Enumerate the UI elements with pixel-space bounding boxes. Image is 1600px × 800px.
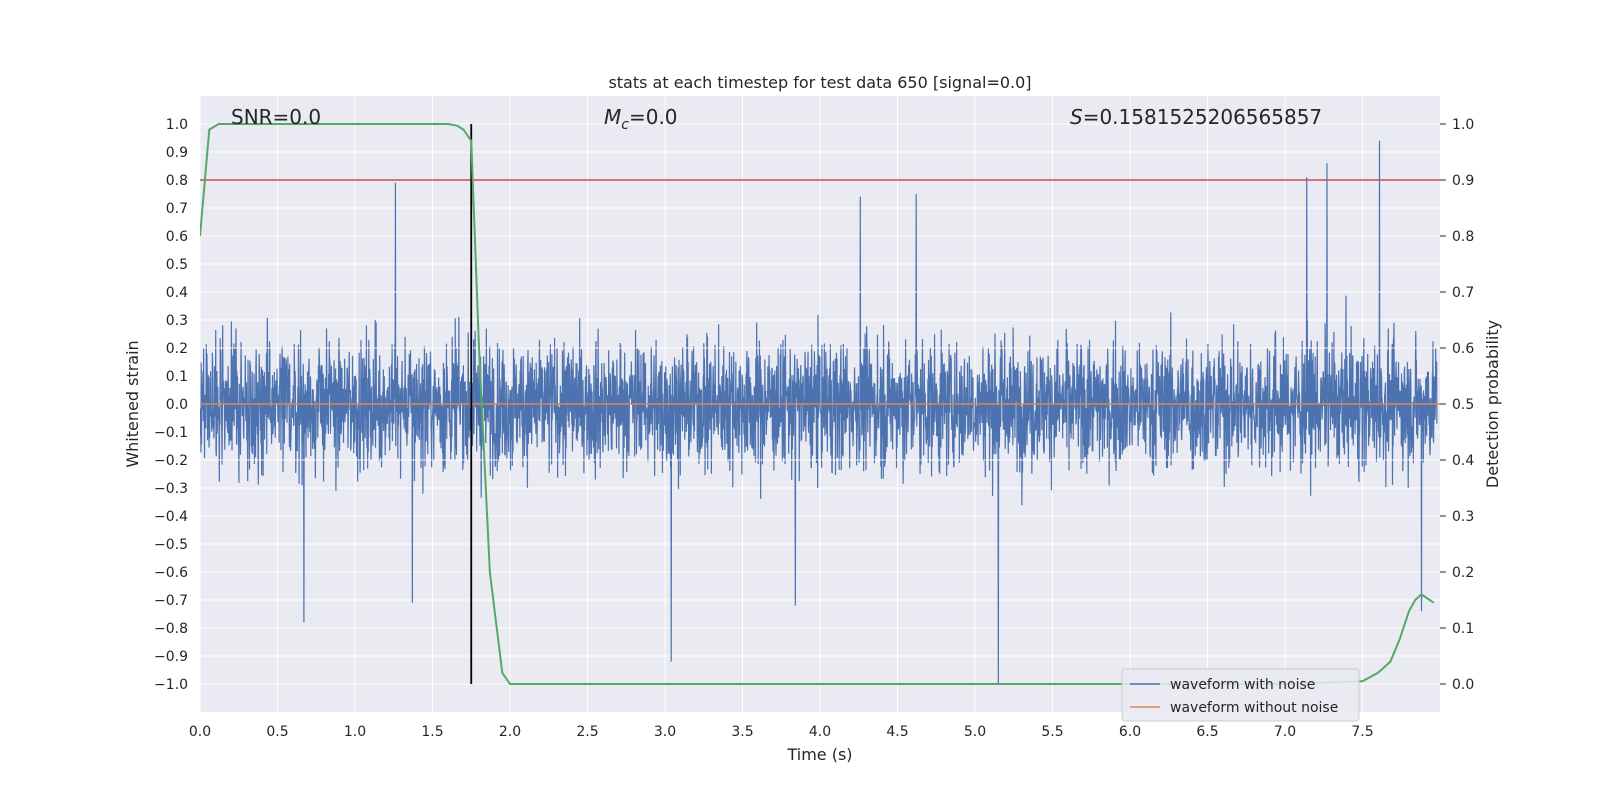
y2-tick-label: 0.7 [1452, 285, 1474, 301]
x-tick-label: 5.0 [964, 724, 986, 740]
x-tick-label: 4.0 [809, 724, 831, 740]
y2-tick-label: 0.2 [1452, 565, 1474, 581]
y-tick-label: −0.9 [154, 649, 188, 665]
y2-tick-label: 0.3 [1452, 509, 1474, 525]
y2-tick-label: 0.0 [1452, 677, 1474, 693]
x-tick-label: 0.0 [189, 724, 211, 740]
chart-title: stats at each timestep for test data 650… [608, 73, 1031, 92]
y-tick-label: 0.2 [166, 341, 188, 357]
x-tick-label: 2.5 [576, 724, 598, 740]
y-tick-label: −0.8 [154, 621, 188, 637]
y2-tick-label: 0.4 [1452, 453, 1474, 469]
mc-symbol: M [604, 105, 621, 129]
x-tick-label: 1.0 [344, 724, 366, 740]
legend-box [1121, 668, 1360, 722]
y2-tick-label: 0.1 [1452, 621, 1474, 637]
chirp-mass-annotation: Mc=0.0 [604, 105, 678, 133]
legend-label-noise: waveform with noise [1170, 677, 1315, 693]
y-axis-ticks: 1.0 0.9 0.8 0.7 0.6 0.5 0.4 0.3 0.2 0.1 0.0 −0.1 −0.… [154, 117, 188, 693]
y2-axis-ticks: 1.0 0.9 0.8 0.7 0.6 0.5 0.4 0.3 0.2 0.1 0.0 [1440, 117, 1474, 693]
x-tick-label: 1.5 [421, 724, 443, 740]
y-tick-label: 0.6 [166, 229, 188, 245]
x-tick-label: 3.0 [654, 724, 676, 740]
x-tick-label: 3.5 [731, 724, 753, 740]
y-tick-label: 0.5 [166, 257, 188, 273]
y-tick-label: 0.0 [166, 397, 188, 413]
mc-subscript: c [621, 117, 629, 133]
y-axis-label: Whitened strain [123, 340, 142, 467]
x-tick-label: 6.0 [1119, 724, 1141, 740]
y-tick-label: 0.1 [166, 369, 188, 385]
x-axis-ticks: 0.0 0.5 1.0 1.5 2.0 2.5 3.0 3.5 4.0 4.5 5.0 5.5 6.0 6… [189, 724, 1374, 740]
x-axis-label: Time (s) [786, 745, 852, 764]
y-tick-label: −0.5 [154, 537, 188, 553]
s-value: =0.1581525206565857 [1083, 105, 1322, 129]
y2-tick-label: 0.6 [1452, 341, 1474, 357]
mc-value: =0.0 [629, 105, 678, 129]
y-tick-label: 1.0 [166, 117, 188, 133]
x-tick-label: 7.5 [1351, 724, 1373, 740]
x-tick-label: 7.0 [1274, 724, 1296, 740]
y-tick-label: −1.0 [154, 677, 188, 693]
waveform-with-noise-series [200, 140, 1438, 685]
y-tick-label: 0.7 [166, 201, 188, 217]
overlay-series [200, 123, 1440, 685]
x-tick-label: 2.0 [499, 724, 521, 740]
s-symbol: S [1070, 105, 1083, 129]
y-tick-label: −0.7 [154, 593, 188, 609]
y-tick-label: 0.3 [166, 313, 188, 329]
y2-tick-label: 0.5 [1452, 397, 1474, 413]
waveform-with-noise-line [200, 140, 1438, 685]
y-tick-label: −0.3 [154, 481, 188, 497]
legend: waveform with noise waveform without noi… [1121, 668, 1360, 722]
y-tick-label: −0.6 [154, 565, 188, 581]
y-tick-label: 0.8 [166, 173, 188, 189]
y2-tick-label: 0.8 [1452, 229, 1474, 245]
legend-label-clean: waveform without noise [1170, 700, 1338, 716]
x-tick-label: 4.5 [886, 724, 908, 740]
y2-tick-label: 0.9 [1452, 173, 1474, 189]
y-tick-label: 0.9 [166, 145, 188, 161]
y-tick-label: −0.1 [154, 425, 188, 441]
detection-probability-line [200, 123, 1435, 685]
x-tick-label: 0.5 [266, 724, 288, 740]
snr-annotation: SNR=0.0 [231, 105, 321, 129]
y2-tick-label: 1.0 [1452, 117, 1474, 133]
x-tick-label: 5.5 [1041, 724, 1063, 740]
s-annotation: S=0.1581525206565857 [1070, 105, 1322, 129]
y-tick-label: 0.4 [166, 285, 188, 301]
y-tick-label: −0.2 [154, 453, 188, 469]
y2-axis-label: Detection probability [1483, 320, 1502, 488]
x-tick-label: 6.5 [1196, 724, 1218, 740]
y-tick-label: −0.4 [154, 509, 188, 525]
